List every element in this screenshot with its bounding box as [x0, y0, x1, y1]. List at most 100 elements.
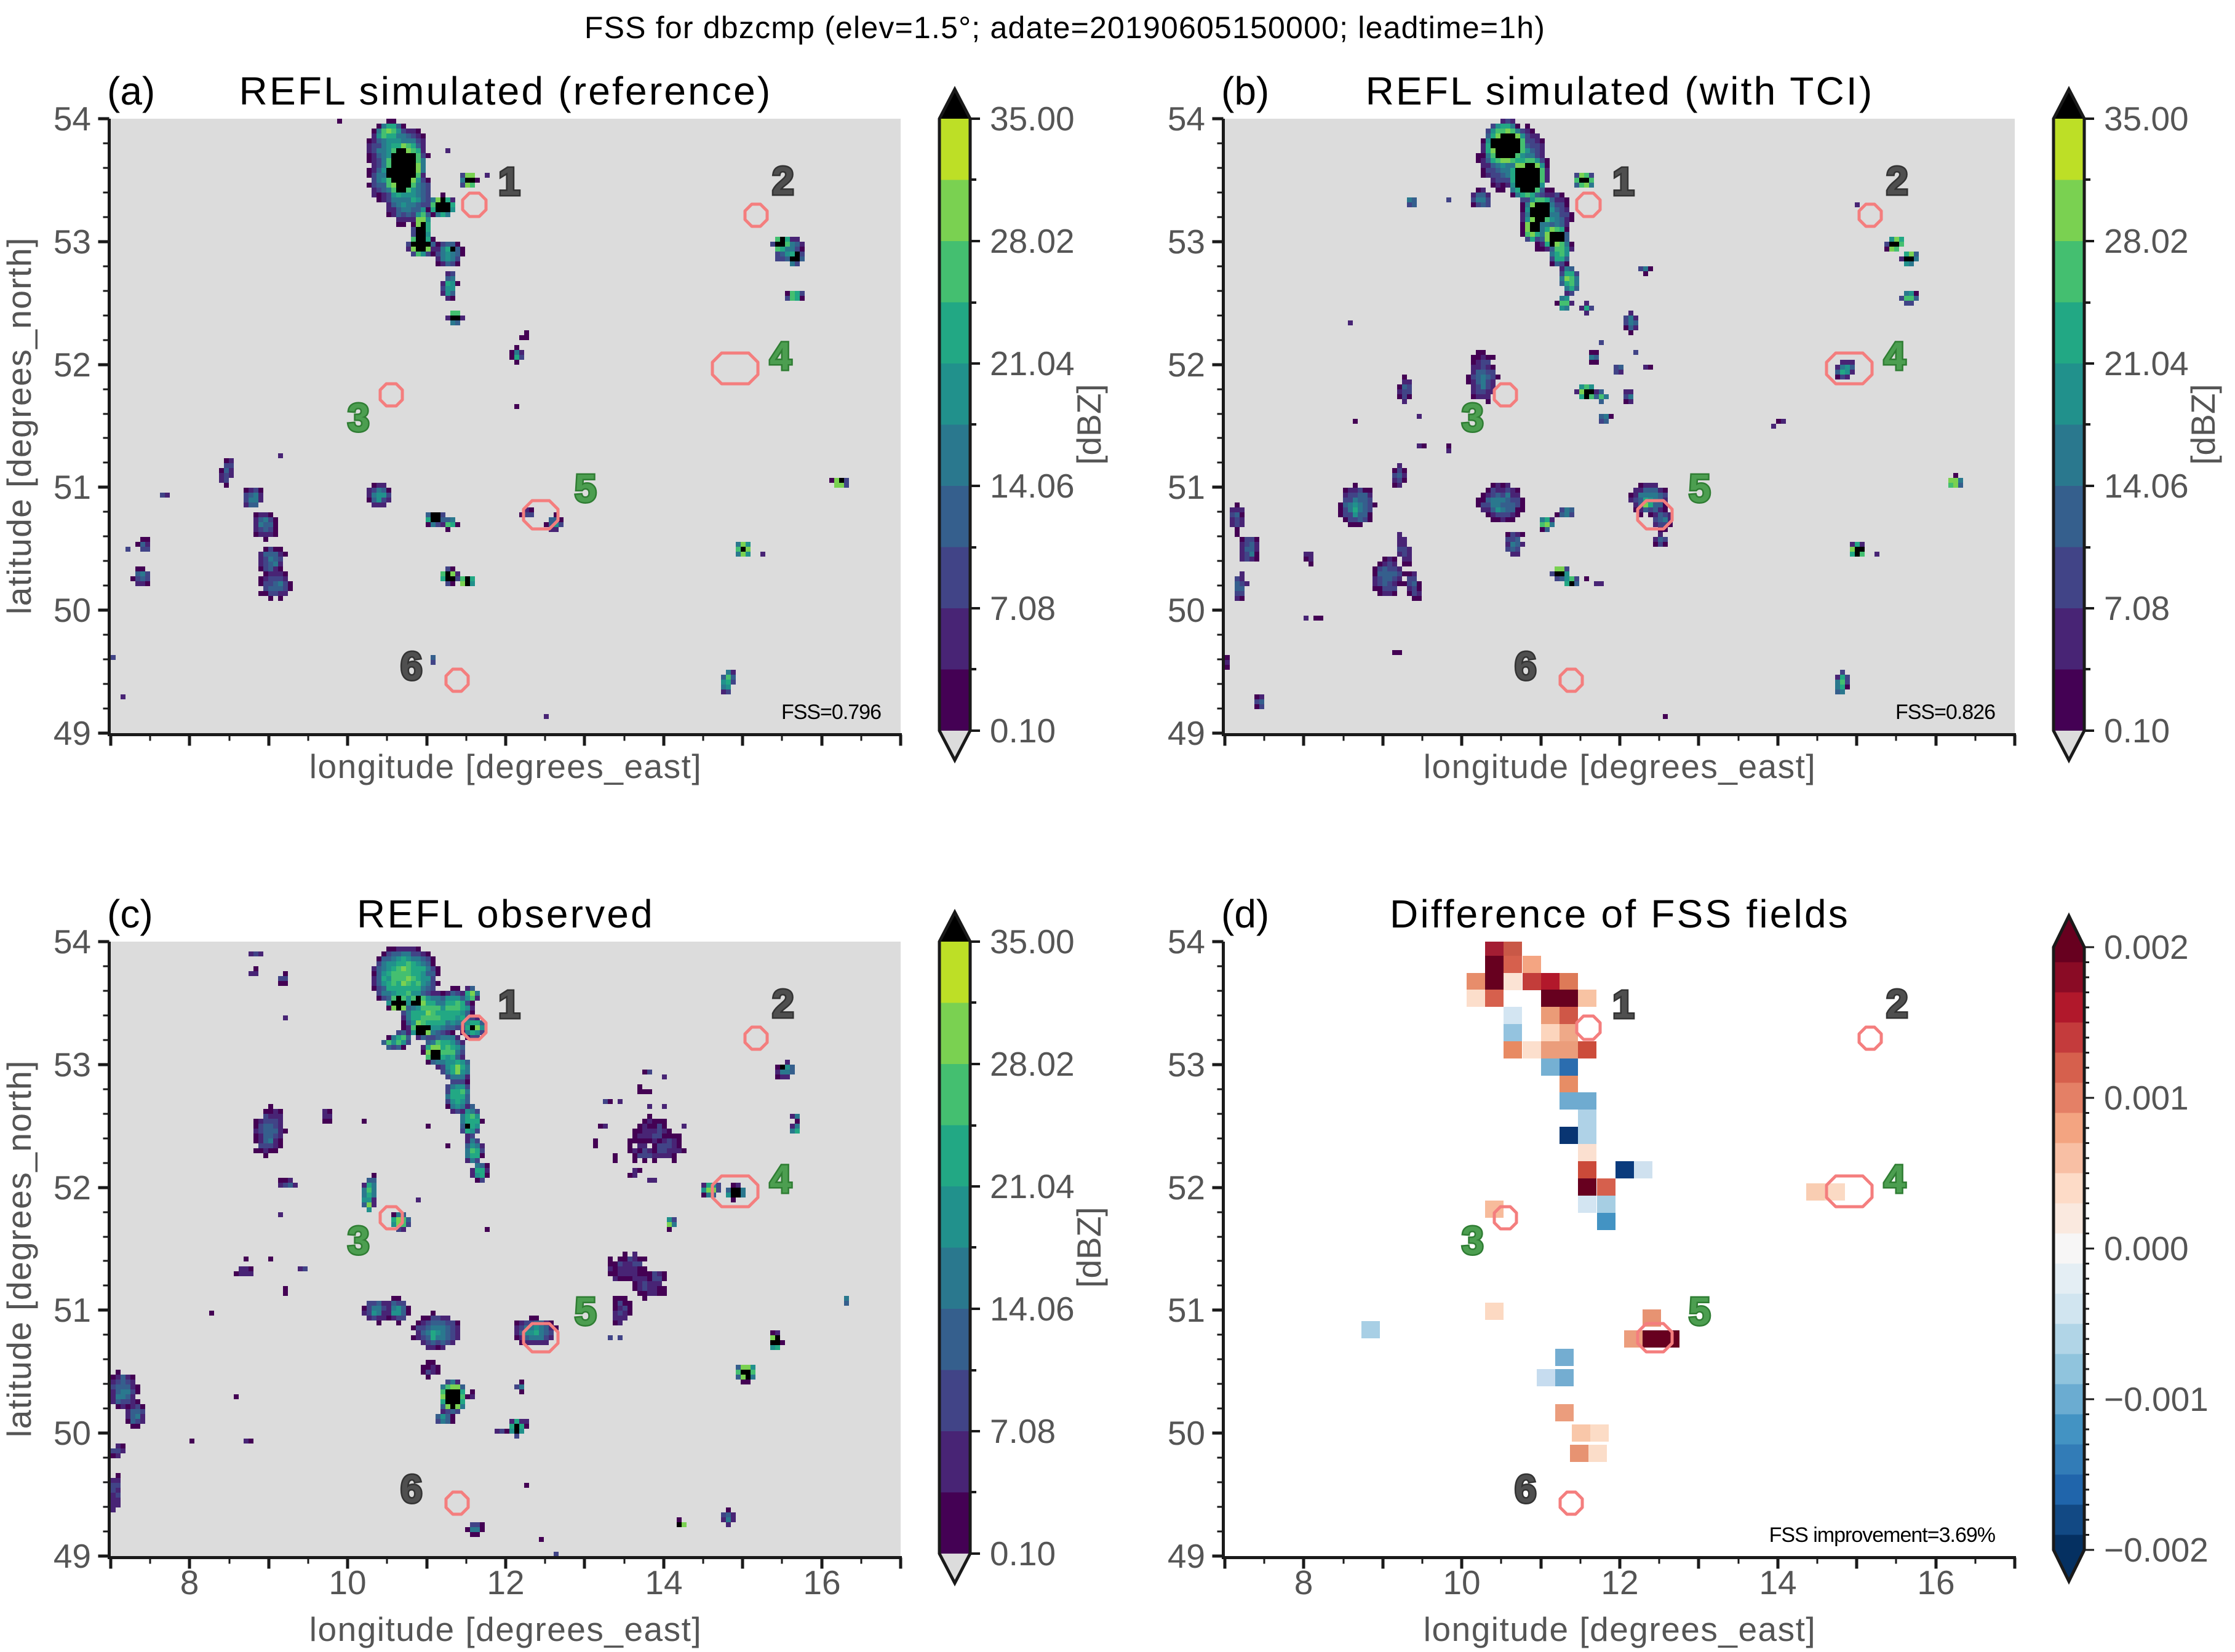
svg-text:2: 2: [1886, 982, 1908, 1026]
svg-text:(c): (c): [107, 892, 153, 936]
svg-text:6: 6: [1515, 1467, 1537, 1511]
svg-text:49: 49: [54, 1537, 91, 1575]
svg-text:16: 16: [1917, 1563, 1954, 1602]
svg-text:(a): (a): [107, 69, 155, 113]
svg-text:1: 1: [1612, 982, 1635, 1027]
svg-text:28.02: 28.02: [990, 1045, 1075, 1083]
svg-text:52: 52: [54, 1169, 91, 1207]
svg-text:1: 1: [498, 159, 520, 204]
svg-text:21.04: 21.04: [990, 1167, 1075, 1205]
svg-text:5: 5: [575, 466, 597, 510]
svg-text:49: 49: [54, 714, 91, 752]
svg-text:longitude [degrees_east]: longitude [degrees_east]: [1424, 747, 1816, 785]
svg-text:53: 53: [1168, 223, 1205, 261]
svg-text:6: 6: [400, 1467, 423, 1511]
svg-text:14.06: 14.06: [990, 1290, 1075, 1328]
svg-text:latitude [degrees_north]: latitude [degrees_north]: [0, 1060, 38, 1437]
svg-text:21.04: 21.04: [990, 344, 1075, 383]
svg-text:3: 3: [1462, 1218, 1484, 1263]
svg-text:4: 4: [770, 334, 792, 378]
svg-text:REFL simulated (reference): REFL simulated (reference): [239, 69, 773, 113]
svg-text:0.001: 0.001: [2104, 1079, 2189, 1117]
svg-text:latitude [degrees_north]: latitude [degrees_north]: [0, 237, 38, 614]
svg-text:4: 4: [1884, 334, 1906, 378]
svg-text:2: 2: [1886, 159, 1908, 203]
svg-text:latitude [degrees_north]: latitude [degrees_north]: [0, 1060, 38, 1437]
svg-text:52: 52: [1168, 1169, 1205, 1207]
svg-text:3: 3: [348, 1218, 370, 1263]
svg-text:8: 8: [180, 1563, 199, 1602]
svg-text:50: 50: [54, 1414, 91, 1452]
svg-text:−0.001: −0.001: [2104, 1380, 2209, 1418]
svg-text:2: 2: [772, 982, 794, 1026]
svg-text:[dBZ]: [dBZ]: [1070, 384, 1108, 464]
svg-text:8: 8: [1294, 1563, 1313, 1602]
svg-text:0.10: 0.10: [990, 1535, 1056, 1573]
svg-text:50: 50: [1168, 1414, 1205, 1452]
svg-text:(d): (d): [1221, 892, 1269, 936]
svg-text:3: 3: [1462, 395, 1484, 440]
svg-text:[dBZ]: [dBZ]: [1070, 1207, 1108, 1287]
svg-text:53: 53: [54, 223, 91, 261]
svg-text:0.002: 0.002: [2104, 928, 2189, 966]
svg-text:[dBZ]: [dBZ]: [2184, 384, 2222, 464]
svg-text:1: 1: [1612, 159, 1635, 204]
svg-text:FSS for dbzcmp (elev=1.5°; ada: FSS for dbzcmp (elev=1.5°; adate=2019060…: [584, 10, 1545, 45]
svg-text:35.00: 35.00: [990, 923, 1075, 961]
svg-text:14: 14: [645, 1563, 682, 1602]
svg-text:3: 3: [348, 395, 370, 440]
svg-text:0.10: 0.10: [2104, 712, 2170, 750]
svg-text:4: 4: [770, 1157, 792, 1201]
svg-text:12: 12: [487, 1563, 524, 1602]
svg-text:2: 2: [772, 159, 794, 203]
svg-text:28.02: 28.02: [2104, 222, 2189, 260]
svg-text:51: 51: [1168, 468, 1205, 506]
svg-text:54: 54: [54, 100, 91, 138]
svg-text:REFL observed: REFL observed: [357, 892, 655, 936]
svg-text:0.000: 0.000: [2104, 1229, 2189, 1268]
svg-text:5: 5: [1689, 1289, 1711, 1333]
svg-text:5: 5: [1689, 466, 1711, 510]
svg-text:14.06: 14.06: [990, 467, 1075, 505]
svg-text:21.04: 21.04: [2104, 344, 2189, 383]
svg-text:longitude [degrees_east]: longitude [degrees_east]: [1424, 1610, 1816, 1648]
svg-text:54: 54: [1168, 100, 1205, 138]
svg-text:6: 6: [1515, 644, 1537, 688]
svg-text:longitude [degrees_east]: longitude [degrees_east]: [309, 1610, 702, 1648]
svg-text:6: 6: [400, 644, 423, 688]
svg-text:7.08: 7.08: [990, 589, 1056, 627]
svg-text:35.00: 35.00: [990, 100, 1075, 138]
svg-text:51: 51: [54, 1291, 91, 1329]
svg-text:54: 54: [54, 923, 91, 961]
svg-text:latitude [degrees_north]: latitude [degrees_north]: [0, 237, 38, 614]
svg-text:0.10: 0.10: [990, 712, 1056, 750]
svg-text:53: 53: [54, 1046, 91, 1084]
svg-text:10: 10: [1443, 1563, 1480, 1602]
svg-text:54: 54: [1168, 923, 1205, 961]
svg-text:14: 14: [1759, 1563, 1796, 1602]
svg-text:5: 5: [575, 1289, 597, 1333]
svg-text:−0.002: −0.002: [2104, 1531, 2209, 1569]
svg-text:FSS improvement=3.69%: FSS improvement=3.69%: [1769, 1523, 1996, 1547]
svg-text:4: 4: [1884, 1157, 1906, 1201]
svg-text:16: 16: [803, 1563, 840, 1602]
svg-text:28.02: 28.02: [990, 222, 1075, 260]
svg-text:52: 52: [54, 346, 91, 384]
svg-text:(b): (b): [1221, 69, 1269, 113]
svg-text:53: 53: [1168, 1046, 1205, 1084]
svg-text:51: 51: [1168, 1291, 1205, 1329]
svg-text:7.08: 7.08: [990, 1412, 1056, 1450]
svg-text:longitude [degrees_east]: longitude [degrees_east]: [309, 747, 702, 785]
svg-text:10: 10: [329, 1563, 366, 1602]
svg-text:14.06: 14.06: [2104, 467, 2189, 505]
svg-text:FSS=0.796: FSS=0.796: [781, 701, 881, 724]
svg-text:35.00: 35.00: [2104, 100, 2189, 138]
svg-text:7.08: 7.08: [2104, 589, 2170, 627]
svg-text:51: 51: [54, 468, 91, 506]
svg-text:12: 12: [1601, 1563, 1638, 1602]
svg-text:Difference of FSS fields: Difference of FSS fields: [1390, 892, 1850, 936]
svg-text:49: 49: [1168, 714, 1205, 752]
svg-text:50: 50: [1168, 591, 1205, 629]
svg-text:FSS=0.826: FSS=0.826: [1895, 701, 1995, 724]
svg-text:1: 1: [498, 982, 520, 1027]
